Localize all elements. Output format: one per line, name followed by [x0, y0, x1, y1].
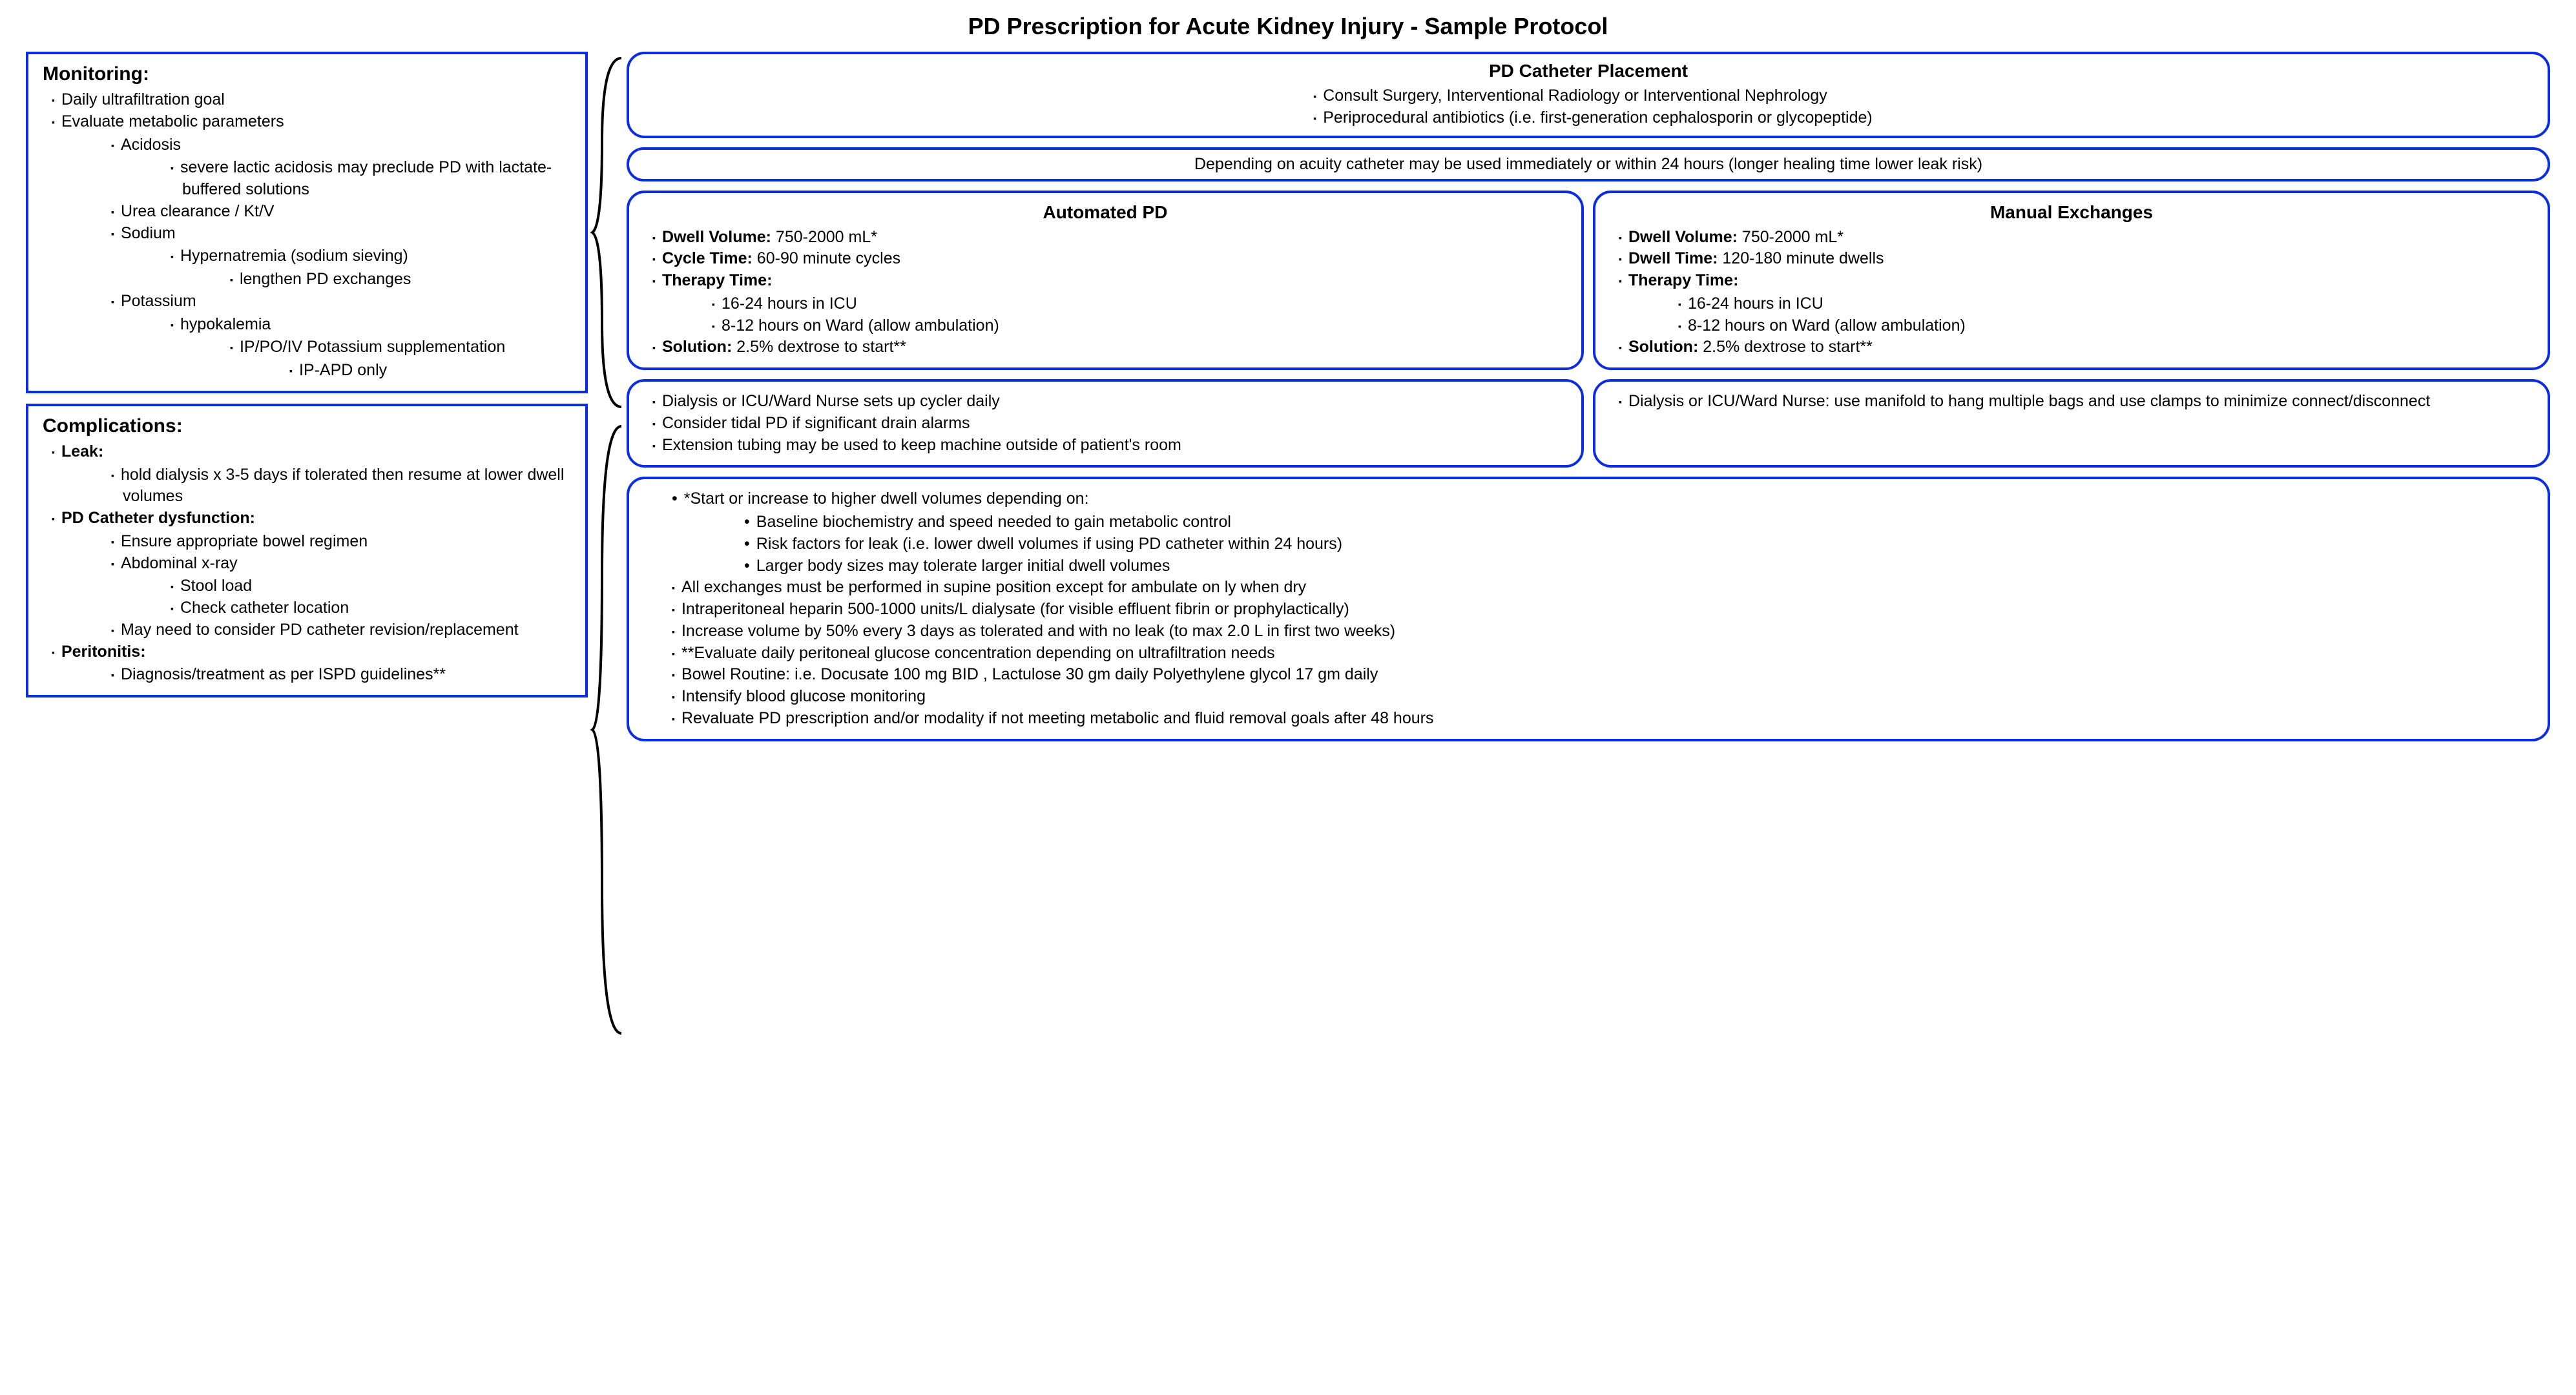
monitoring-box: Monitoring: Daily ultrafiltration goal E…	[26, 52, 588, 393]
mon-sodium: Sodium Hypernatremia (sodium sieving) le…	[120, 223, 571, 291]
manual-solution: Solution: 2.5% dextrose to start**	[1628, 336, 2533, 358]
brace-bottom	[589, 420, 628, 1040]
footer-b3: Increase volume by 50% every 3 days as t…	[681, 621, 2533, 643]
mon-sodium-1: Hypernatremia (sodium sieving) lengthen …	[180, 245, 571, 291]
placement-heading: PD Catheter Placement	[643, 61, 2533, 81]
mon-potassium-1a1: IP-APD only	[298, 360, 571, 382]
manual-dwell-t-val: 120-180 minute dwells	[1718, 249, 1884, 267]
mon-potassium: Potassium hypokalemia IP/PO/IV Potassium…	[120, 291, 571, 382]
footer-star-1: Baseline biochemistry and speed needed t…	[753, 512, 2533, 533]
placement-box: PD Catheter Placement Consult Surgery, I…	[627, 52, 2550, 138]
auto-solution: Solution: 2.5% dextrose to start**	[661, 336, 1567, 358]
mon-potassium-1a-text: IP/PO/IV Potassium supplementation	[240, 338, 505, 356]
auto-sol-lbl: Solution:	[662, 338, 732, 356]
auto-cycle-val: 60-90 minute cycles	[753, 249, 900, 267]
comp-cath-2b: Check catheter location	[180, 597, 571, 619]
comp-cath: PD Catheter dysfunction: Ensure appropri…	[61, 508, 571, 641]
brace-top	[589, 52, 628, 413]
comp-perit: Peritonitis: Diagnosis/treatment as per …	[61, 641, 571, 687]
comp-leak: Leak: hold dialysis x 3-5 days if tolera…	[61, 441, 571, 508]
mon-acidosis-1: severe lactic acidosis may preclude PD w…	[180, 157, 571, 201]
manual-notes-1: Dialysis or ICU/Ward Nurse: use manifold…	[1628, 391, 2533, 413]
manual-sol-lbl: Solution:	[1628, 338, 1698, 356]
footer-star-text: *Start or increase to higher dwell volum…	[684, 490, 1089, 508]
mon-sodium-1-text: Hypernatremia (sodium sieving)	[180, 247, 408, 265]
auto-notes-1: Dialysis or ICU/Ward Nurse sets up cycle…	[661, 391, 1567, 413]
footer-star-2: Risk factors for leak (i.e. lower dwell …	[753, 533, 2533, 555]
acuity-note-box: Depending on acuity catheter may be used…	[627, 147, 2550, 181]
footer-star-3: Larger body sizes may tolerate larger in…	[753, 555, 2533, 577]
manual-therapy-2: 8-12 hours on Ward (allow ambulation)	[1687, 315, 2533, 337]
auto-cycle: Cycle Time: 60-90 minute cycles	[661, 248, 1567, 270]
monitoring-heading: Monitoring:	[43, 63, 571, 85]
comp-cath-2: Abdominal x-ray Stool load Check cathete…	[120, 553, 571, 619]
footer-b6: Intensify blood glucose monitoring	[681, 686, 2533, 708]
mon-acidosis-text: Acidosis	[121, 136, 181, 154]
manual-dwell-t: Dwell Time: 120-180 minute dwells	[1628, 248, 2533, 270]
mon-potassium-1-text: hypokalemia	[180, 315, 271, 333]
manual-dwell: Dwell Volume: 750-2000 mL*	[1628, 227, 2533, 249]
comp-leak-1: hold dialysis x 3-5 days if tolerated th…	[120, 464, 571, 508]
mon-urea: Urea clearance / Kt/V	[120, 201, 571, 223]
placement-2: Periprocedural antibiotics (i.e. first-g…	[1322, 107, 1872, 129]
auto-notes-2: Consider tidal PD if significant drain a…	[661, 413, 1567, 435]
manual-dwell-val: 750-2000 mL*	[1738, 228, 1844, 246]
manual-notes-box: Dialysis or ICU/Ward Nurse: use manifold…	[1593, 379, 2550, 468]
mon-potassium-1a: IP/PO/IV Potassium supplementation IP-AP…	[239, 336, 571, 382]
footer-b7: Revaluate PD prescription and/or modalit…	[681, 708, 2533, 730]
auto-therapy: Therapy Time: 16-24 hours in ICU 8-12 ho…	[661, 270, 1567, 336]
page-title: PD Prescription for Acute Kidney Injury …	[26, 13, 2550, 40]
comp-cath-2-text: Abdominal x-ray	[121, 554, 238, 572]
mon-i1: Daily ultrafiltration goal	[61, 89, 571, 111]
complications-heading: Complications:	[43, 415, 571, 437]
auto-therapy-lbl: Therapy Time:	[662, 271, 772, 289]
mon-i2-text: Evaluate metabolic parameters	[61, 112, 284, 130]
footer-star: *Start or increase to higher dwell volum…	[681, 488, 2533, 577]
footer-b4: **Evaluate daily peritoneal glucose conc…	[681, 643, 2533, 665]
mon-potassium-text: Potassium	[121, 292, 196, 310]
auto-therapy-1: 16-24 hours in ICU	[721, 293, 1567, 315]
comp-cath-label: PD Catheter dysfunction:	[61, 509, 255, 527]
auto-dwell-val: 750-2000 mL*	[771, 228, 877, 246]
comp-perit-label: Peritonitis:	[61, 643, 146, 661]
auto-cycle-lbl: Cycle Time:	[662, 249, 753, 267]
manual-sol-val: 2.5% dextrose to start**	[1698, 338, 1873, 356]
manual-heading: Manual Exchanges	[1610, 202, 2533, 223]
footer-b1: All exchanges must be performed in supin…	[681, 577, 2533, 599]
mon-sodium-1a: lengthen PD exchanges	[239, 269, 571, 291]
placement-1: Consult Surgery, Interventional Radiolog…	[1322, 85, 1872, 107]
comp-cath-3: May need to consider PD catheter revisio…	[120, 619, 571, 641]
automated-pd-box: Automated PD Dwell Volume: 750-2000 mL* …	[627, 191, 1584, 371]
comp-cath-1: Ensure appropriate bowel regimen	[120, 531, 571, 553]
auto-dwell: Dwell Volume: 750-2000 mL*	[661, 227, 1567, 249]
mon-i2: Evaluate metabolic parameters Acidosis s…	[61, 111, 571, 382]
auto-notes-box: Dialysis or ICU/Ward Nurse sets up cycle…	[627, 379, 1584, 468]
manual-dwell-t-lbl: Dwell Time:	[1628, 249, 1718, 267]
footer-b5: Bowel Routine: i.e. Docusate 100 mg BID …	[681, 664, 2533, 686]
auto-dwell-lbl: Dwell Volume:	[662, 228, 771, 246]
auto-heading: Automated PD	[643, 202, 1567, 223]
manual-therapy-1: 16-24 hours in ICU	[1687, 293, 2533, 315]
acuity-note: Depending on acuity catheter may be used…	[1194, 155, 1982, 173]
complications-box: Complications: Leak: hold dialysis x 3-5…	[26, 404, 588, 698]
mon-acidosis: Acidosis severe lactic acidosis may prec…	[120, 134, 571, 201]
manual-therapy-lbl: Therapy Time:	[1628, 271, 1738, 289]
manual-dwell-lbl: Dwell Volume:	[1628, 228, 1738, 246]
footer-box: *Start or increase to higher dwell volum…	[627, 477, 2550, 741]
manual-therapy: Therapy Time: 16-24 hours in ICU 8-12 ho…	[1628, 270, 2533, 336]
mon-potassium-1: hypokalemia IP/PO/IV Potassium supplemen…	[180, 314, 571, 382]
mon-sodium-text: Sodium	[121, 224, 176, 242]
comp-perit-1: Diagnosis/treatment as per ISPD guidelin…	[120, 664, 571, 686]
comp-cath-2a: Stool load	[180, 575, 571, 597]
layout: Monitoring: Daily ultrafiltration goal E…	[26, 52, 2550, 741]
comp-leak-label: Leak:	[61, 442, 103, 460]
auto-sol-val: 2.5% dextrose to start**	[732, 338, 906, 356]
auto-therapy-2: 8-12 hours on Ward (allow ambulation)	[721, 315, 1567, 337]
auto-notes-3: Extension tubing may be used to keep mac…	[661, 435, 1567, 457]
footer-b2: Intraperitoneal heparin 500-1000 units/L…	[681, 599, 2533, 621]
manual-ex-box: Manual Exchanges Dwell Volume: 750-2000 …	[1593, 191, 2550, 371]
